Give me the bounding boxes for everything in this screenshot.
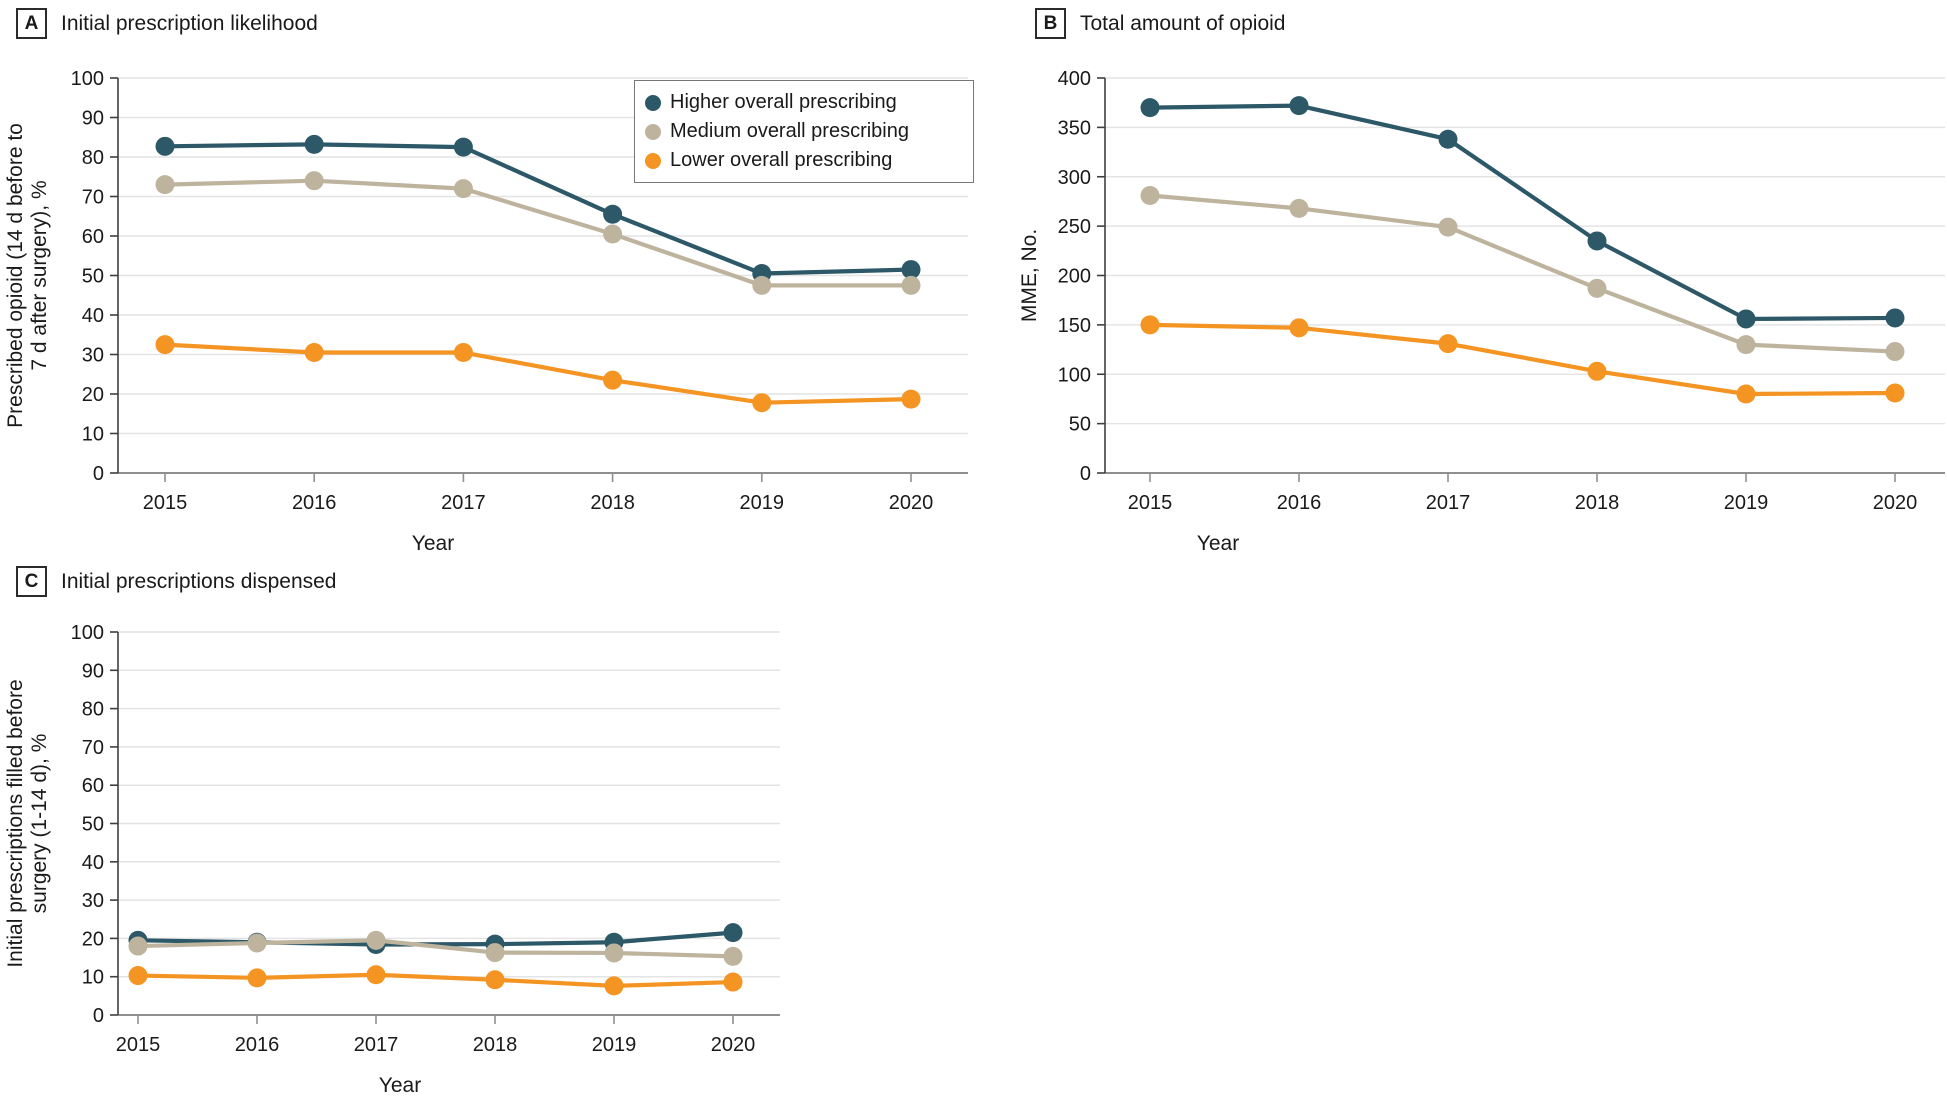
- svg-text:50: 50: [1069, 414, 1091, 436]
- svg-text:70: 70: [82, 187, 104, 209]
- svg-text:50: 50: [82, 266, 104, 288]
- svg-text:20: 20: [82, 384, 104, 406]
- svg-text:40: 40: [82, 305, 104, 327]
- svg-text:100: 100: [71, 622, 104, 644]
- svg-text:0: 0: [93, 463, 104, 485]
- svg-text:90: 90: [82, 660, 104, 682]
- svg-text:60: 60: [82, 226, 104, 248]
- svg-text:2018: 2018: [590, 492, 635, 514]
- svg-text:MME, No.: MME, No.: [1018, 229, 1041, 322]
- svg-text:Year: Year: [412, 532, 454, 555]
- svg-text:2017: 2017: [354, 1034, 399, 1056]
- svg-text:surgery (1-14 d), %: surgery (1-14 d), %: [28, 734, 51, 914]
- svg-text:2016: 2016: [235, 1034, 280, 1056]
- svg-text:350: 350: [1058, 117, 1091, 139]
- legend-box: Higher overall prescribing Medium overal…: [634, 80, 974, 183]
- legend-label-higher: Higher overall prescribing: [670, 91, 897, 113]
- svg-text:Prescribed opioid (14 d before: Prescribed opioid (14 d before to: [4, 123, 27, 428]
- legend-item-higher: Higher overall prescribing: [645, 88, 963, 117]
- legend-label-lower: Lower overall prescribing: [670, 149, 893, 171]
- panel-a-title-row: A Initial prescription likelihood: [16, 8, 318, 39]
- legend-item-lower: Lower overall prescribing: [645, 146, 963, 175]
- svg-text:250: 250: [1058, 216, 1091, 238]
- svg-text:2016: 2016: [292, 492, 337, 514]
- svg-text:80: 80: [82, 147, 104, 169]
- legend-dot-higher-icon: [645, 94, 661, 111]
- svg-text:2019: 2019: [740, 492, 785, 514]
- panel-c-letter-badge: C: [16, 566, 47, 597]
- svg-text:300: 300: [1058, 167, 1091, 189]
- svg-text:2020: 2020: [1873, 492, 1918, 514]
- panel-b-title: Total amount of opioid: [1080, 11, 1286, 35]
- svg-text:2017: 2017: [1426, 492, 1471, 514]
- panel-a-title: Initial prescription likelihood: [61, 11, 318, 35]
- svg-text:2020: 2020: [711, 1034, 756, 1056]
- svg-text:7 d after surgery), %: 7 d after surgery), %: [28, 180, 51, 370]
- svg-text:2018: 2018: [473, 1034, 518, 1056]
- svg-text:200: 200: [1058, 266, 1091, 288]
- svg-text:40: 40: [82, 852, 104, 874]
- svg-text:2015: 2015: [1128, 492, 1173, 514]
- svg-text:50: 50: [82, 814, 104, 836]
- legend-label-medium: Medium overall prescribing: [670, 120, 909, 142]
- svg-text:80: 80: [82, 699, 104, 721]
- legend-item-medium: Medium overall prescribing: [645, 117, 963, 146]
- svg-text:0: 0: [93, 1005, 104, 1027]
- svg-text:2018: 2018: [1575, 492, 1620, 514]
- panel-b-letter-badge: B: [1035, 8, 1066, 39]
- svg-text:2015: 2015: [143, 492, 188, 514]
- svg-text:Year: Year: [1197, 532, 1239, 555]
- svg-text:30: 30: [82, 345, 104, 367]
- svg-text:150: 150: [1058, 315, 1091, 337]
- svg-text:60: 60: [82, 775, 104, 797]
- svg-text:100: 100: [1058, 364, 1091, 386]
- svg-text:2020: 2020: [889, 492, 934, 514]
- svg-text:20: 20: [82, 928, 104, 950]
- panel-c-title-row: C Initial prescriptions dispensed: [16, 566, 336, 597]
- svg-text:2019: 2019: [592, 1034, 637, 1056]
- svg-text:10: 10: [82, 967, 104, 989]
- legend-dot-medium-icon: [645, 123, 661, 140]
- svg-text:400: 400: [1058, 68, 1091, 90]
- svg-text:Year: Year: [379, 1074, 421, 1097]
- panel-b-title-row: B Total amount of opioid: [1035, 8, 1285, 39]
- svg-text:90: 90: [82, 108, 104, 130]
- svg-text:70: 70: [82, 737, 104, 759]
- svg-text:Initial prescriptions filled b: Initial prescriptions filled before: [4, 679, 27, 967]
- panel-c-title: Initial prescriptions dispensed: [61, 569, 337, 593]
- svg-text:2015: 2015: [116, 1034, 161, 1056]
- svg-text:0: 0: [1080, 463, 1091, 485]
- svg-text:2016: 2016: [1277, 492, 1322, 514]
- svg-text:30: 30: [82, 890, 104, 912]
- legend-dot-lower-icon: [645, 152, 661, 169]
- svg-text:10: 10: [82, 424, 104, 446]
- panel-a-letter-badge: A: [16, 8, 47, 39]
- svg-text:2019: 2019: [1724, 492, 1769, 514]
- svg-text:2017: 2017: [441, 492, 486, 514]
- svg-text:100: 100: [71, 68, 104, 90]
